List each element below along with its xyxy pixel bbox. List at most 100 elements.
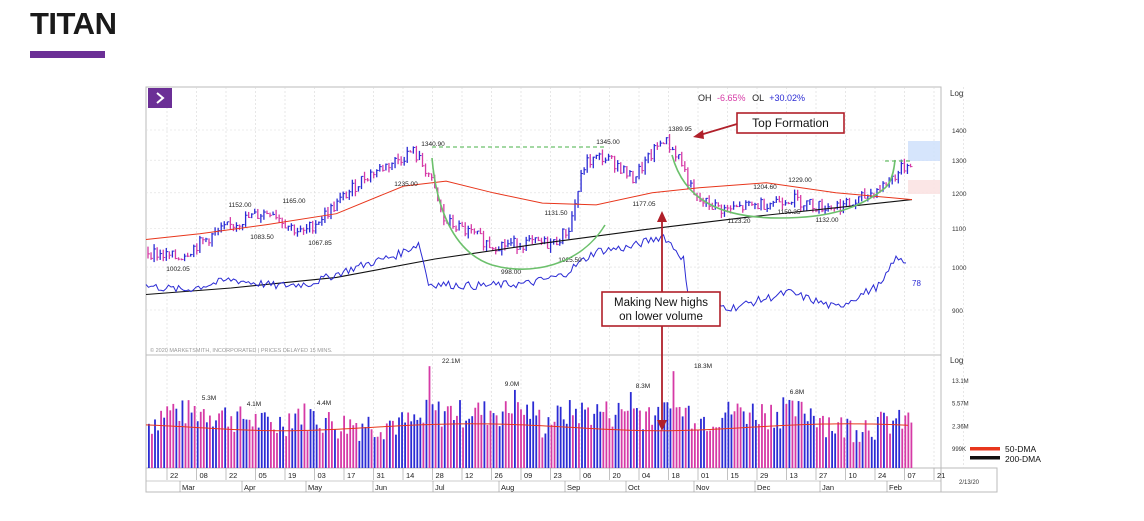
cup-curve-right [671, 154, 896, 219]
price-label: 1229.00 [788, 177, 812, 184]
x-day-label: 28 [436, 471, 444, 480]
volume-bar [587, 407, 589, 468]
volume-bar [541, 437, 544, 468]
volume-bar [209, 415, 211, 468]
volume-bar [825, 437, 827, 468]
volume-bar [321, 432, 324, 468]
x-day-label: 08 [200, 471, 208, 480]
volume-bar [471, 416, 474, 468]
volume-bar [639, 410, 641, 468]
volume-bar [767, 429, 769, 468]
volume-bar [413, 414, 416, 468]
x-day-label: 22 [229, 471, 237, 480]
price-label: 1131.50 [544, 210, 567, 217]
volume-bar [602, 411, 605, 468]
volume-bar [675, 407, 678, 468]
volume-bar [733, 411, 736, 468]
oh-value: -6.65% [717, 93, 746, 103]
volume-bar [352, 425, 355, 468]
volume-bar [712, 426, 715, 468]
volume-bar [462, 427, 464, 468]
volume-bar [852, 442, 855, 468]
volume-bar [822, 415, 824, 468]
volume-bar [367, 416, 370, 468]
price-label: 1152.00 [228, 202, 251, 209]
volume-bar [212, 426, 214, 468]
expand-button[interactable] [148, 88, 172, 108]
volume-bar [660, 429, 663, 468]
volume-bar [669, 408, 672, 468]
legend-swatch-200dma [970, 456, 1000, 460]
volume-bar [605, 401, 608, 468]
legend-swatch-50dma [970, 447, 1000, 451]
volume-label: 8.3M [636, 383, 650, 390]
volume-bar [392, 420, 394, 468]
volume-bar [504, 401, 507, 468]
x-day-label: 21 [937, 471, 945, 480]
volume-bar [309, 409, 312, 468]
volume-bar [443, 411, 446, 468]
volume-bar [730, 414, 733, 468]
volume-bar [593, 413, 596, 468]
volume-bar [797, 401, 800, 468]
volume-bar [291, 428, 294, 468]
volume-bar [215, 420, 217, 468]
volume-bar [501, 411, 504, 468]
volume-bar [812, 415, 815, 468]
volume-bar [672, 371, 675, 468]
volume-bar [663, 402, 666, 468]
volume-bar [648, 407, 650, 468]
volume-bar [440, 426, 443, 468]
volume-bar [370, 429, 373, 468]
volume-bar [678, 406, 681, 468]
target-zone-red [908, 180, 940, 194]
volume-bar [861, 432, 864, 468]
date-box: 2/13/20 [959, 480, 980, 486]
volume-bar [846, 418, 849, 468]
volume-bar [355, 423, 358, 468]
volume-bar [892, 420, 894, 468]
volume-bar [270, 422, 272, 468]
volume-bar [883, 412, 885, 468]
volume-bar [239, 406, 242, 468]
x-day-label: 31 [377, 471, 385, 480]
volume-bar [623, 411, 626, 468]
volume-bar [163, 417, 166, 468]
volume-bar [700, 418, 702, 468]
volume-bar [529, 418, 532, 468]
volume-bar [224, 407, 227, 468]
volume-tick-label: 13.1M [952, 379, 969, 385]
x-day-label: 26 [495, 471, 503, 480]
volume-bar [361, 423, 364, 468]
volume-bar [303, 403, 306, 468]
volume-bar [465, 420, 467, 468]
volume-bar [407, 412, 410, 468]
candlesticks [147, 134, 913, 263]
volume-bar [459, 400, 461, 468]
volume-bar [254, 413, 257, 468]
volume-bar [382, 439, 385, 468]
volume-bar [690, 428, 693, 468]
volume-bar [876, 416, 879, 468]
volume-bar [285, 436, 288, 468]
volume-bar [721, 417, 724, 468]
oh-label: OH [698, 93, 712, 103]
volume-bar [282, 426, 284, 468]
svg-text:OH -6.65% OL +30.0: OH -6.65% OL +30.02% [698, 93, 805, 103]
volume-bar [175, 408, 178, 468]
volume-bar [791, 400, 794, 468]
volume-bar [184, 423, 187, 468]
x-month-label: Jul [435, 483, 445, 492]
volume-bar [575, 408, 577, 468]
volume-bar [608, 418, 611, 468]
volume-bar [553, 421, 556, 468]
volume-bar [571, 415, 574, 468]
volume-bar [620, 409, 623, 468]
volume-bar [831, 430, 833, 468]
volume-bar [260, 412, 263, 468]
volume-bar [864, 420, 867, 468]
volume-bar [379, 432, 382, 468]
volume-bar [157, 430, 159, 468]
volume-bar [248, 419, 251, 468]
